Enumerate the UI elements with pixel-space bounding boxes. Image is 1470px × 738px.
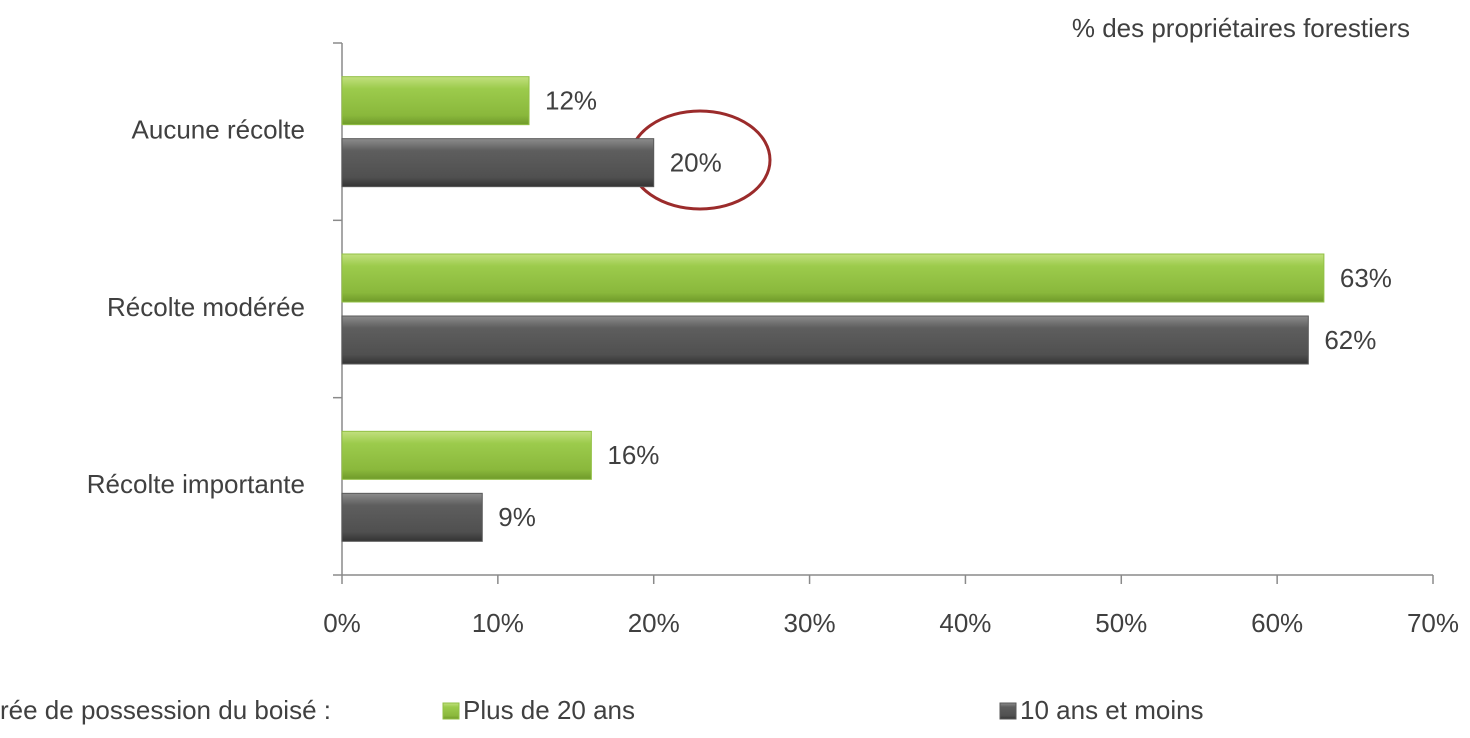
x-tick-label: 30% — [784, 608, 836, 638]
category-label: Aucune récolte — [132, 115, 305, 145]
bar — [341, 492, 483, 542]
value-label: 16% — [607, 440, 659, 470]
value-label: 12% — [545, 86, 597, 116]
x-tick-label: 20% — [628, 608, 680, 638]
legend-swatch — [999, 702, 1017, 720]
legend-title: rée de possession du boisé : — [0, 695, 331, 725]
bar — [341, 76, 530, 126]
bar — [341, 315, 1309, 365]
x-tick-label: 10% — [472, 608, 524, 638]
subtitle: % des propriétaires forestiers — [1072, 13, 1410, 43]
x-tick-label: 60% — [1251, 608, 1303, 638]
value-label: 63% — [1340, 263, 1392, 293]
category-label: Récolte importante — [87, 469, 305, 499]
category-label: Récolte modérée — [107, 292, 305, 322]
x-tick-label: 0% — [323, 608, 361, 638]
bar — [341, 253, 1325, 303]
bar — [341, 138, 655, 188]
x-tick-label: 70% — [1407, 608, 1459, 638]
legend-label: Plus de 20 ans — [463, 695, 635, 725]
value-label: 62% — [1324, 325, 1376, 355]
value-label: 9% — [498, 502, 536, 532]
legend-label: 10 ans et moins — [1020, 695, 1204, 725]
legend-swatch — [442, 702, 460, 720]
bar — [341, 430, 592, 480]
x-tick-label: 40% — [939, 608, 991, 638]
value-label: 20% — [670, 148, 722, 178]
x-tick-label: 50% — [1095, 608, 1147, 638]
